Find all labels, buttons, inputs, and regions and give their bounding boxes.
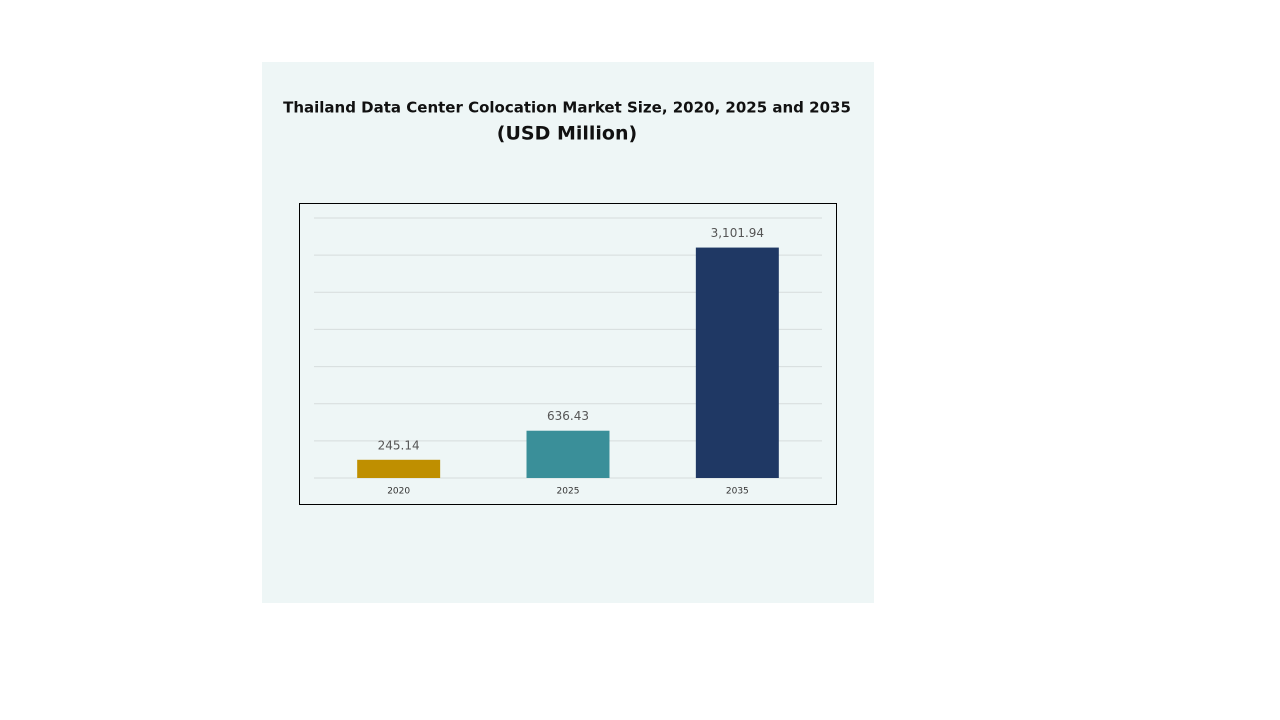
bar: [357, 459, 441, 478]
bar: [695, 247, 779, 478]
bar: [526, 430, 610, 478]
data-label: 245.14: [378, 438, 420, 452]
x-tick-label: 2020: [387, 487, 410, 497]
data-label: 636.43: [547, 409, 589, 423]
chart-title: Thailand Data Center Colocation Market S…: [283, 99, 851, 117]
x-tick-label: 2035: [726, 487, 749, 497]
data-label: 3,101.94: [711, 226, 764, 240]
plot-frame: [299, 203, 837, 505]
chart-subtitle: (USD Million): [497, 123, 637, 145]
x-tick-label: 2025: [557, 487, 580, 497]
